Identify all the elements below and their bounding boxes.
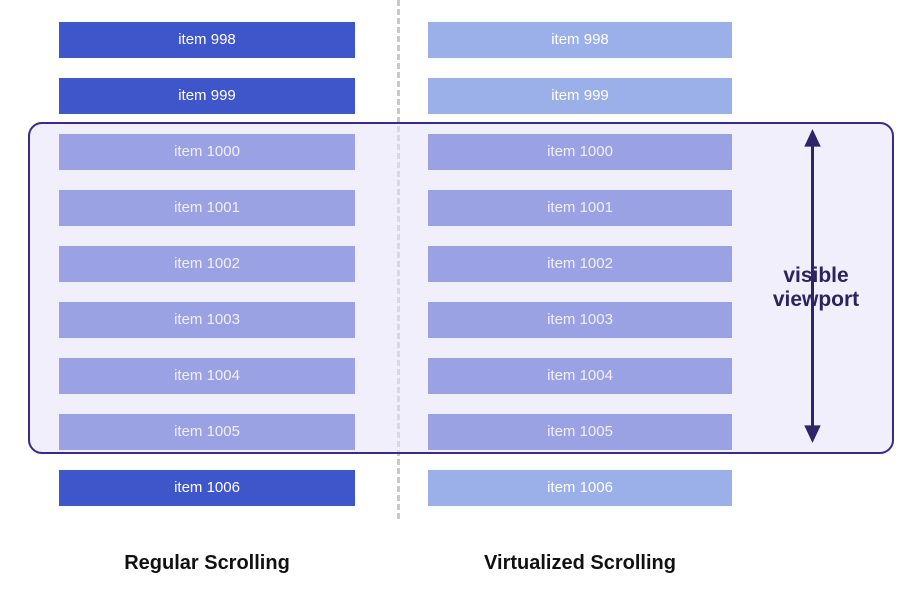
viewport-label: visible viewport <box>756 264 876 312</box>
list-item: item 1006 <box>59 470 355 506</box>
list-item: item 998 <box>59 22 355 58</box>
list-item: item 998 <box>428 22 732 58</box>
list-item: item 999 <box>59 78 355 114</box>
regular-scrolling-caption: Regular Scrolling <box>59 552 355 575</box>
diagram-root: item 998item 999item 1000item 1001item 1… <box>0 0 917 609</box>
viewport-label-line2: viewport <box>756 288 876 312</box>
list-item: item 1006 <box>428 470 732 506</box>
viewport-label-line1: visible <box>756 264 876 288</box>
list-item: item 999 <box>428 78 732 114</box>
virtualized-scrolling-caption: Virtualized Scrolling <box>428 552 732 575</box>
